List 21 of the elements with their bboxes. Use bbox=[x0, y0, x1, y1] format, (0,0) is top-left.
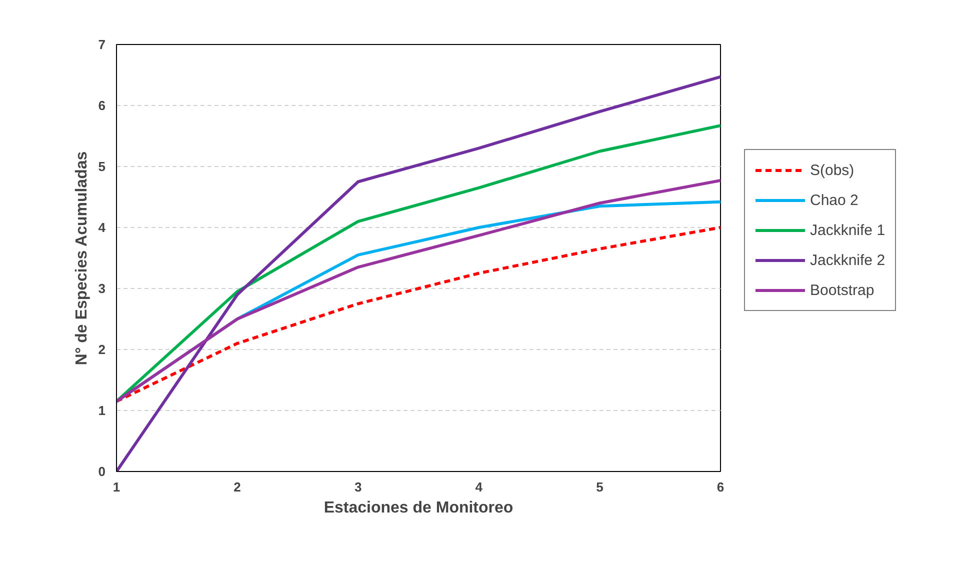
legend-label: Jackknife 2 bbox=[810, 252, 886, 268]
y-tick-label: 7 bbox=[98, 37, 106, 52]
x-tick-label: 3 bbox=[354, 480, 362, 494]
legend-label: Chao 2 bbox=[810, 192, 858, 208]
legend-label: S(obs) bbox=[810, 162, 854, 178]
y-tick-label: 6 bbox=[98, 98, 106, 113]
y-tick-label: 1 bbox=[98, 403, 106, 418]
y-tick-label: 2 bbox=[98, 342, 106, 357]
y-tick-label: 0 bbox=[98, 464, 106, 479]
x-axis-title: Estaciones de Monitoreo bbox=[324, 500, 514, 516]
y-tick-label: 4 bbox=[98, 220, 106, 235]
legend-label: Bootstrap bbox=[810, 282, 874, 298]
y-tick-label: 3 bbox=[98, 281, 106, 296]
y-tick-label: 5 bbox=[98, 159, 106, 174]
x-tick-label: 4 bbox=[475, 480, 484, 494]
x-tick-label: 2 bbox=[234, 480, 241, 494]
y-axis-title: N° de Especies Acumuladas bbox=[73, 151, 90, 366]
x-tick-label: 1 bbox=[112, 480, 120, 494]
x-tick-label: 5 bbox=[596, 480, 604, 494]
x-tick-label: 6 bbox=[716, 480, 724, 494]
legend-label: Jackknife 1 bbox=[810, 222, 886, 238]
